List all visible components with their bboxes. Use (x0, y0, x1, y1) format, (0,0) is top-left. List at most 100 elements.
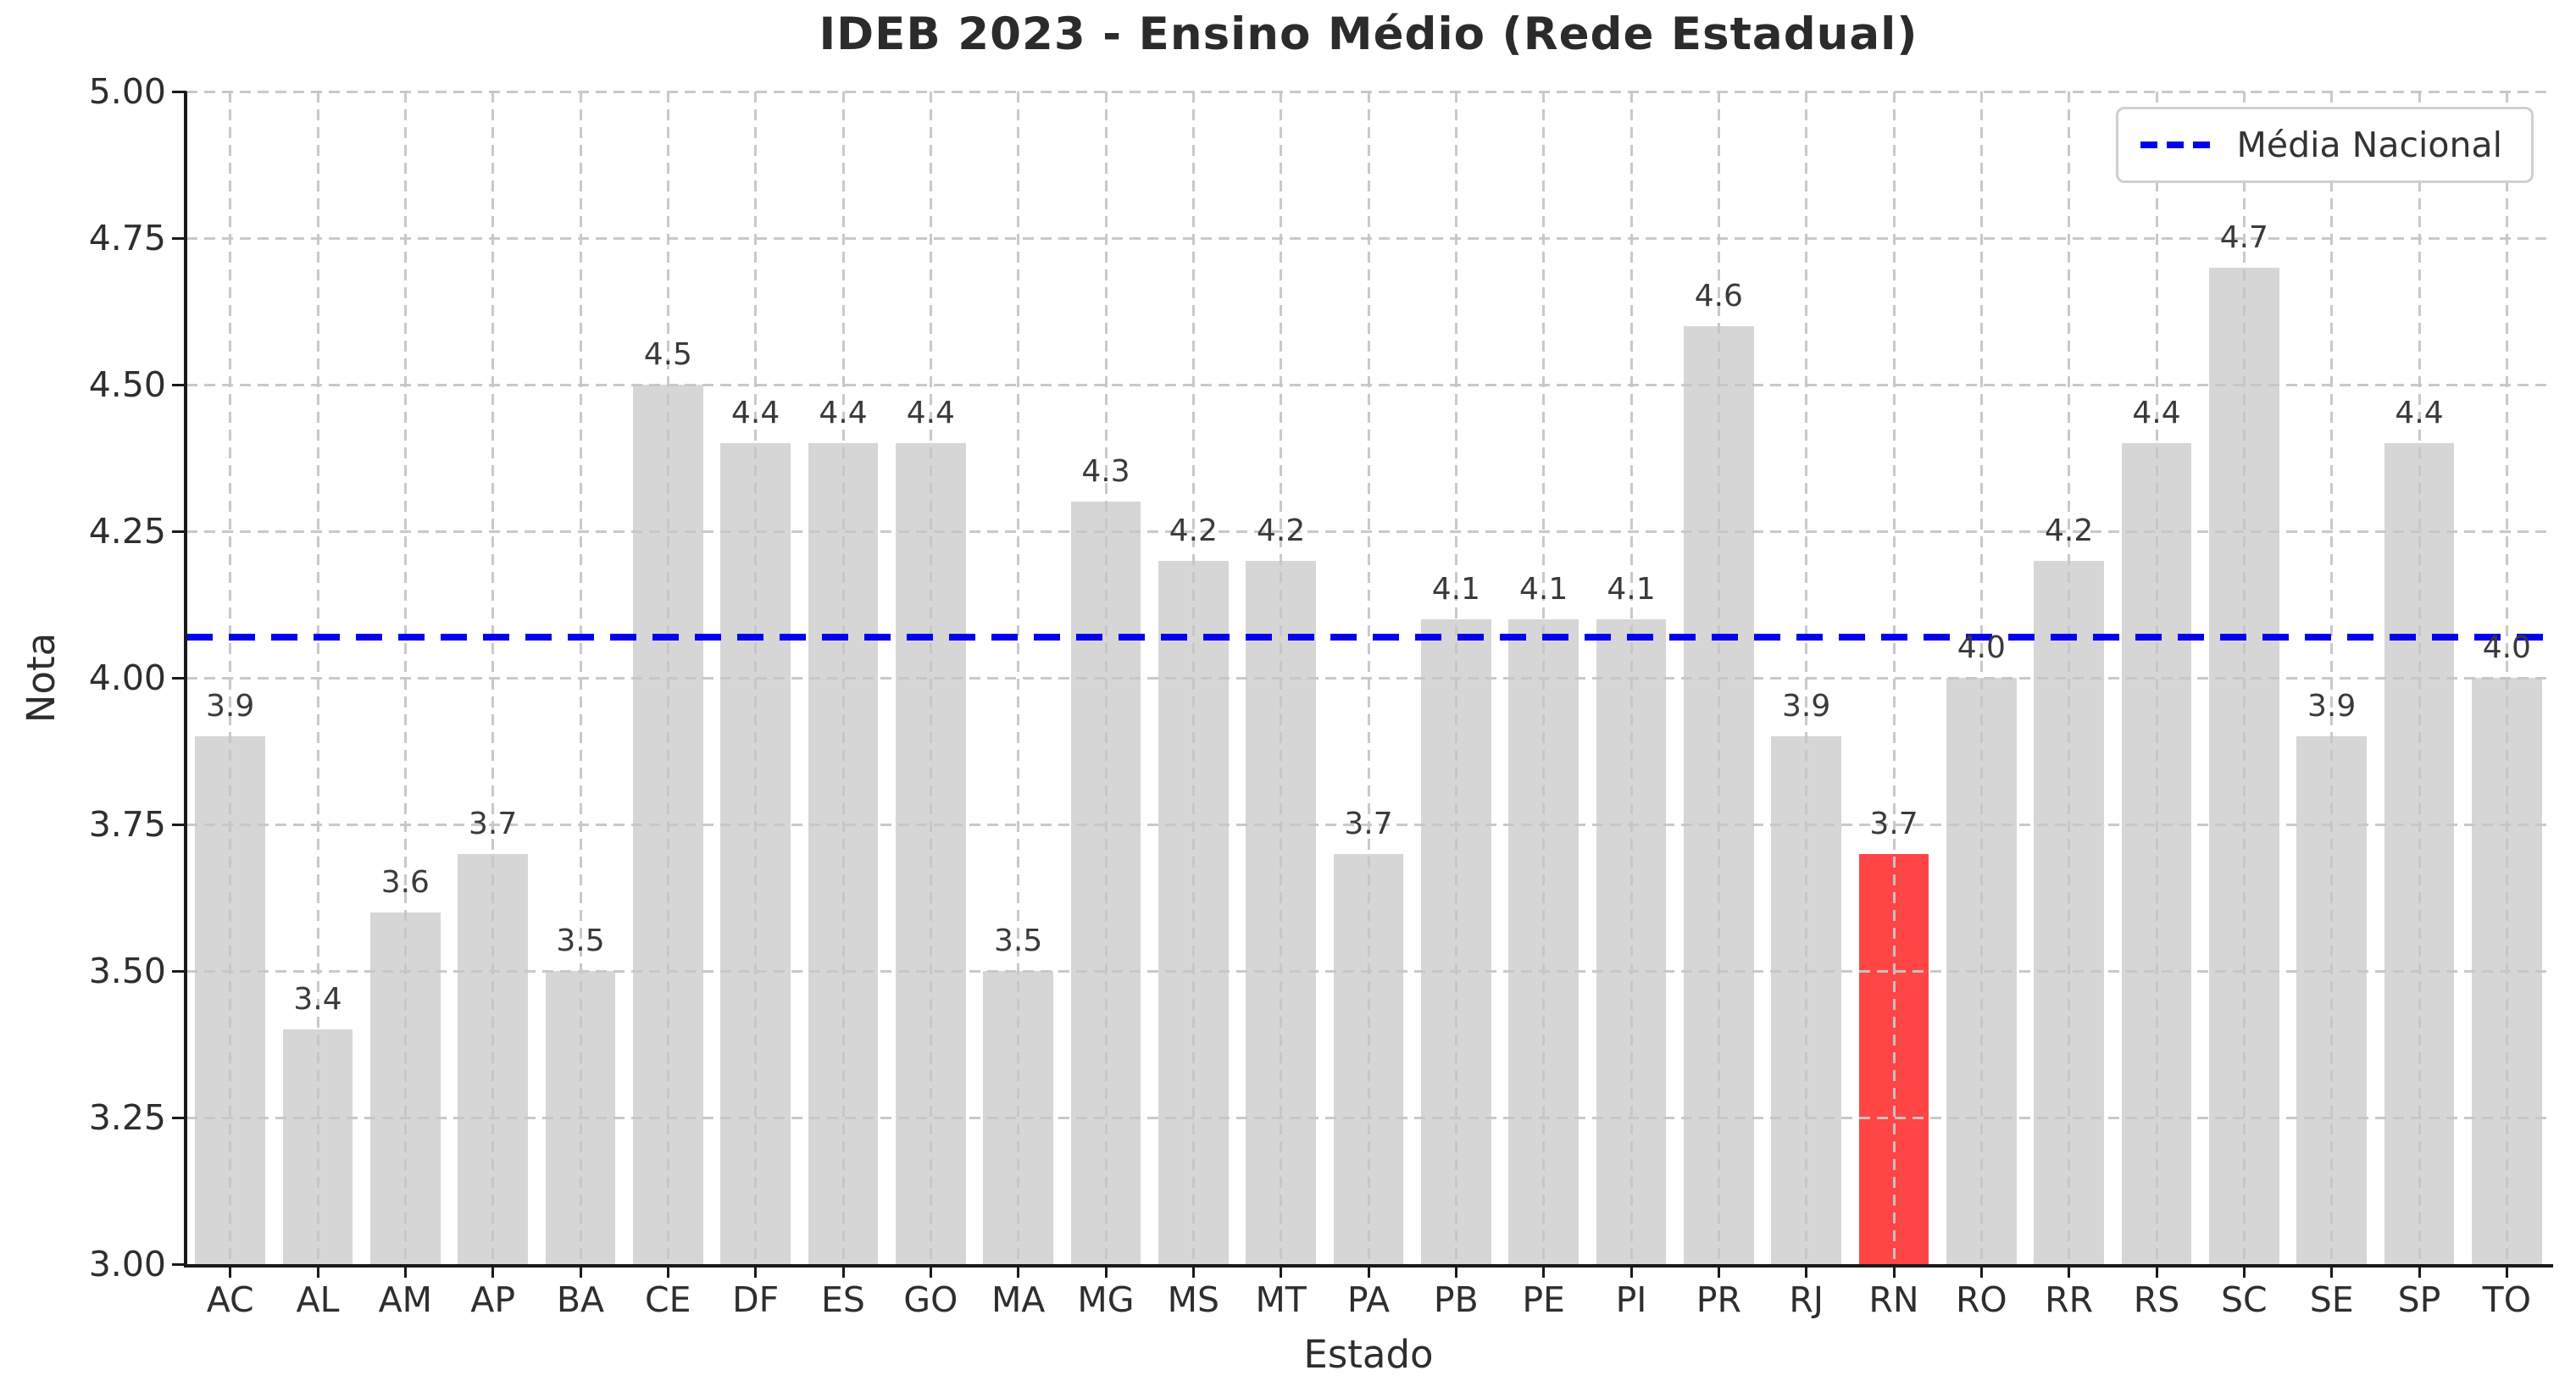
y-tick-label: 3.25 (88, 1097, 166, 1138)
bar-value-label: 4.7 (2219, 219, 2268, 255)
y-tick-mark (172, 823, 186, 826)
x-tick-label: AM (378, 1279, 433, 1320)
bar-value-label: 4.1 (1519, 571, 1568, 607)
x-tick-mark (1717, 1266, 1720, 1278)
y-gridline (186, 1116, 2551, 1119)
y-gridline (186, 676, 2551, 680)
x-tick-mark (1979, 1266, 1983, 1278)
y-tick-mark (172, 530, 186, 533)
bar-value-label: 3.5 (556, 924, 605, 958)
bar-value-label: 3.9 (206, 689, 255, 724)
bar-value-label: 3.9 (1782, 689, 1831, 724)
bar-value-label: 4.2 (1169, 513, 1218, 548)
y-tick-mark (172, 1262, 186, 1266)
x-tick-mark (2330, 1266, 2334, 1278)
x-tick-mark (1280, 1266, 1283, 1278)
bar-value-label: 3.6 (380, 864, 430, 900)
x-tick-mark (754, 1266, 758, 1278)
bar-value-label: 4.2 (1257, 513, 1306, 548)
y-tick-mark (172, 969, 186, 973)
bar-value-label: 3.5 (994, 924, 1043, 958)
y-tick-mark (172, 383, 186, 386)
y-tick-label: 3.50 (88, 951, 166, 991)
y-tick-mark (172, 236, 186, 240)
x-tick-label: PA (1346, 1279, 1391, 1320)
y-tick-mark (172, 676, 186, 680)
x-tick-label: TO (2482, 1279, 2531, 1320)
bar-value-label: 4.2 (2045, 513, 2094, 548)
x-tick-label: RN (1868, 1279, 1919, 1320)
bar-value-label: 4.1 (1607, 571, 1656, 607)
x-tick-label: ES (821, 1279, 865, 1320)
x-tick-mark (403, 1266, 407, 1278)
bar-value-label: 4.6 (1694, 278, 1743, 313)
y-tick-label: 4.75 (88, 218, 166, 258)
x-tick-label: PB (1433, 1279, 1479, 1320)
x-tick-mark (2155, 1266, 2158, 1278)
x-tick-mark (1454, 1266, 1457, 1278)
bar-value-label: 4.4 (2395, 396, 2444, 431)
x-tick-mark (1542, 1266, 1546, 1278)
x-tick-label: DF (732, 1279, 780, 1320)
x-tick-mark (229, 1266, 232, 1278)
bar-value-label: 3.4 (293, 982, 342, 1018)
x-tick-mark (2505, 1266, 2508, 1278)
y-gridline (186, 90, 2551, 93)
x-tick-mark (2242, 1266, 2246, 1278)
legend-dashed-line-sample (2140, 141, 2212, 148)
x-tick-label: AC (206, 1279, 254, 1320)
x-tick-mark (1892, 1266, 1896, 1278)
y-tick-label: 3.75 (88, 804, 166, 845)
bar-value-label: 4.4 (819, 396, 868, 431)
y-gridline (186, 969, 2551, 973)
x-tick-label: PI (1615, 1279, 1647, 1320)
y-axis-spine (184, 92, 187, 1268)
bar-value-label: 3.9 (2307, 689, 2357, 724)
bar-value-label: 4.4 (2132, 396, 2181, 431)
x-tick-label: RO (1955, 1279, 2007, 1320)
x-tick-label: MA (991, 1279, 1046, 1320)
y-tick-label: 3.00 (88, 1244, 166, 1284)
x-tick-mark (1104, 1266, 1108, 1278)
bar-value-label: 4.0 (2482, 630, 2531, 665)
x-tick-label: BA (556, 1279, 605, 1320)
x-tick-mark (841, 1266, 845, 1278)
x-tick-mark (491, 1266, 495, 1278)
x-tick-mark (666, 1266, 669, 1278)
x-tick-mark (2068, 1266, 2071, 1278)
y-gridline (186, 823, 2551, 826)
x-tick-label: PR (1696, 1279, 1741, 1320)
y-gridline (186, 530, 2551, 533)
y-tick-label: 4.50 (88, 364, 166, 405)
y-gridline (186, 383, 2551, 386)
bar-value-label: 3.7 (1344, 806, 1393, 841)
bar-value-label: 4.3 (1081, 454, 1130, 490)
bar-value-label: 4.0 (1957, 630, 2006, 665)
x-tick-label: MG (1077, 1279, 1135, 1320)
x-tick-label: AL (296, 1279, 340, 1320)
bar-value-label: 4.4 (731, 396, 780, 431)
bar-value-label: 4.5 (643, 337, 692, 372)
x-tick-label: AP (470, 1279, 516, 1320)
plot-area: Média Nacional AC 3.9 AL 3.4 AM 3.6 AP 3.7 BA 3.5… (89, 71, 2553, 1320)
y-tick-label: 5.00 (88, 71, 166, 112)
x-tick-label: CE (645, 1279, 691, 1320)
bar-value-label: 4.4 (906, 396, 955, 431)
x-tick-mark (2418, 1266, 2421, 1278)
legend: Média Nacional (2115, 107, 2534, 183)
x-axis-label: Estado (1303, 1332, 1434, 1377)
x-tick-label: RR (2045, 1279, 2094, 1320)
x-tick-mark (1017, 1266, 1020, 1278)
x-tick-label: PE (1522, 1279, 1565, 1320)
x-tick-mark (1805, 1266, 1808, 1278)
x-tick-label: GO (903, 1279, 958, 1320)
y-tick-label: 4.25 (88, 511, 166, 552)
x-tick-mark (1191, 1266, 1195, 1278)
x-tick-mark (1367, 1266, 1370, 1278)
chart-title: IDEB 2023 - Ensino Médio (Rede Estadual) (819, 8, 1918, 60)
x-tick-label: MS (1167, 1279, 1220, 1320)
x-tick-mark (579, 1266, 582, 1278)
mean-line (186, 633, 2551, 641)
y-tick-mark (172, 1116, 186, 1119)
